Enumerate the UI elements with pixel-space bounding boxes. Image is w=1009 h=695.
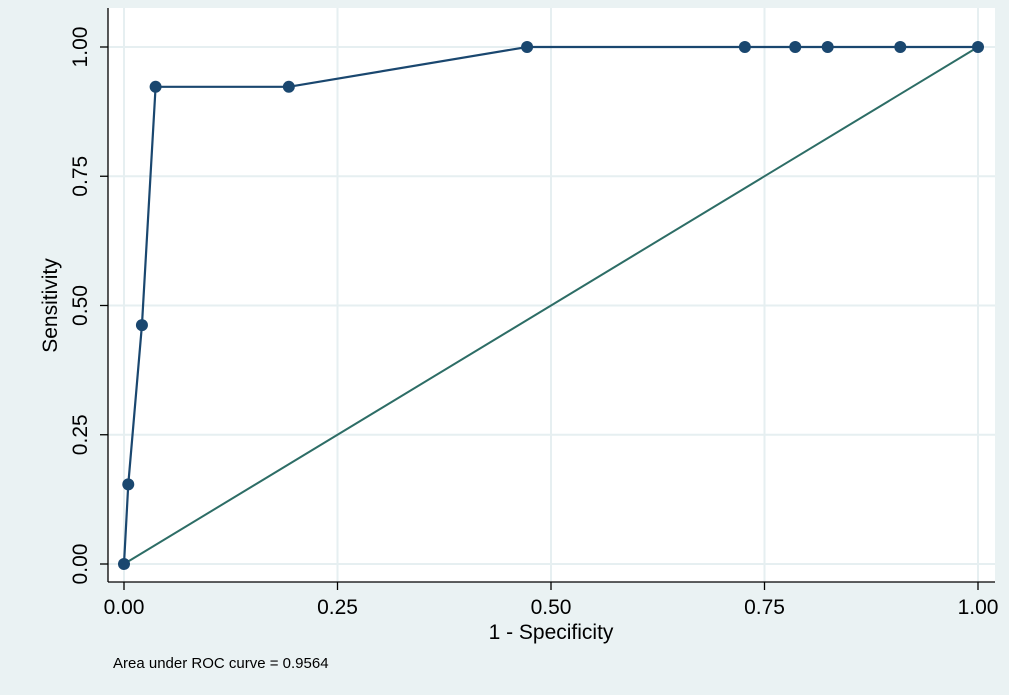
- x-axis-title: 1 - Specificity: [489, 621, 614, 644]
- y-axis-title: Sensitivity: [39, 258, 62, 353]
- roc-point: [149, 80, 162, 93]
- reference-line: [123, 46, 979, 565]
- x-tick-label: 0.00: [104, 596, 145, 619]
- axes: 0.00 0.25 0.50 0.75 1.00 0.00 0.25 0.50 0.75 1.00: [69, 8, 998, 619]
- y-tick-label: 0.25: [69, 414, 92, 455]
- roc-point: [821, 41, 834, 53]
- roc-point: [118, 558, 130, 570]
- roc-point: [972, 41, 984, 53]
- roc-point: [135, 319, 148, 332]
- auc-note: Area under ROC curve = 0.9564: [113, 655, 329, 672]
- x-tick-label: 1.00: [958, 596, 999, 619]
- roc-point: [282, 80, 295, 93]
- series-layer: [118, 41, 984, 570]
- roc-point: [521, 41, 534, 53]
- roc-point: [894, 41, 907, 53]
- x-tick-label: 0.75: [744, 596, 785, 619]
- x-tick-label: 0.25: [317, 596, 358, 619]
- y-tick-label: 0.00: [69, 544, 92, 585]
- y-tick-label: 1.00: [69, 27, 92, 68]
- roc-point: [738, 41, 751, 53]
- x-tick-label: 0.50: [531, 596, 572, 619]
- y-tick-label: 0.50: [69, 285, 92, 326]
- roc-point: [789, 41, 802, 53]
- y-tick-label: 0.75: [69, 156, 92, 197]
- roc-point: [122, 478, 135, 491]
